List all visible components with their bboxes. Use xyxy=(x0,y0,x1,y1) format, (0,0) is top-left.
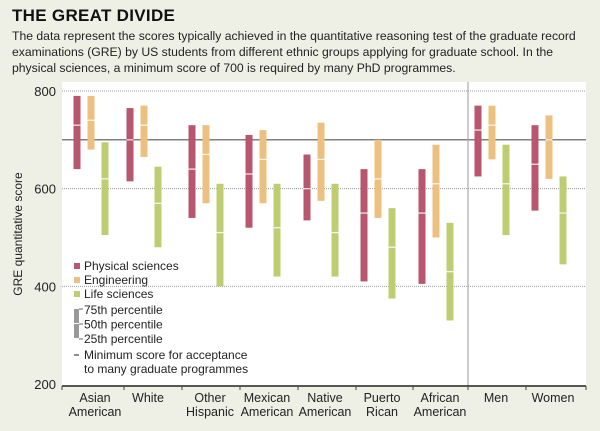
x-tick-label: Men xyxy=(484,391,508,405)
bar-upper-quartile xyxy=(126,108,134,140)
x-tick-label: White xyxy=(132,391,164,405)
legend-percentile-lower xyxy=(74,324,79,338)
bar-upper-quartile xyxy=(245,134,253,175)
bar-upper-quartile xyxy=(273,183,281,228)
legend-swatch xyxy=(74,263,80,269)
bar-upper-quartile xyxy=(202,125,210,155)
bar-lower-quartile xyxy=(273,227,281,277)
y-tick-label: 600 xyxy=(34,182,56,197)
y-tick-label: 800 xyxy=(34,84,56,99)
x-tick-label: Puerto xyxy=(364,391,401,405)
legend-percentile-upper xyxy=(74,309,79,323)
bar-lower-quartile xyxy=(388,247,396,299)
legend-percentile-label: 50th percentile xyxy=(84,318,163,332)
x-tick-label: Mexican xyxy=(244,391,291,405)
chart-subtitle: The data represent the scores typically … xyxy=(12,29,576,75)
bar-upper-quartile xyxy=(154,166,162,204)
bar-upper-quartile xyxy=(259,130,267,160)
bar-upper-quartile xyxy=(73,95,81,126)
bar-lower-quartile xyxy=(259,159,267,204)
x-tick-label: Women xyxy=(532,391,575,405)
bar-upper-quartile xyxy=(101,142,109,179)
bar-lower-quartile xyxy=(87,120,95,150)
bar-lower-quartile xyxy=(317,159,325,201)
bar-upper-quartile xyxy=(418,169,426,214)
legend-minimum-label: to many graduate programmes xyxy=(84,362,248,376)
bar-lower-quartile xyxy=(202,154,210,204)
x-tick-label: American xyxy=(299,405,352,419)
bar-upper-quartile xyxy=(317,122,325,160)
bar-upper-quartile xyxy=(360,169,368,214)
x-tick-label: American xyxy=(414,405,467,419)
legend-label: Engineering xyxy=(84,273,148,287)
bar-upper-quartile xyxy=(432,144,440,184)
legend-percentile-label: 25th percentile xyxy=(84,332,163,346)
legend-swatch xyxy=(74,291,80,297)
legend-percentile-label: 75th percentile xyxy=(84,303,163,317)
bar-lower-quartile xyxy=(559,213,567,265)
bar-upper-quartile xyxy=(140,105,148,126)
y-tick-label: 400 xyxy=(34,279,56,294)
bar-lower-quartile xyxy=(188,169,196,218)
bar-lower-quartile xyxy=(488,125,496,160)
legend-swatch xyxy=(74,277,80,283)
bar-lower-quartile xyxy=(418,213,426,284)
bar-lower-quartile xyxy=(502,183,510,236)
bar-lower-quartile xyxy=(446,271,454,321)
legend-label: Life sciences xyxy=(84,287,153,301)
x-tick-label: American xyxy=(241,405,294,419)
bar-upper-quartile xyxy=(374,139,382,179)
bar-upper-quartile xyxy=(488,105,496,126)
bar-lower-quartile xyxy=(101,178,109,236)
y-axis-label: GRE quantitative score xyxy=(11,172,25,296)
bar-upper-quartile xyxy=(545,115,553,140)
x-tick-label: Native xyxy=(307,391,342,405)
x-tick-label: African xyxy=(421,391,460,405)
bar-upper-quartile xyxy=(559,176,567,214)
x-tick-label: Other xyxy=(194,391,225,405)
bar-lower-quartile xyxy=(331,232,339,277)
bar-lower-quartile xyxy=(154,203,162,248)
bar-upper-quartile xyxy=(87,95,95,121)
bar-lower-quartile xyxy=(374,178,382,218)
bar-lower-quartile xyxy=(245,174,253,228)
bar-lower-quartile xyxy=(73,125,81,170)
bar-upper-quartile xyxy=(216,183,224,233)
bar-lower-quartile xyxy=(360,213,368,282)
x-tick-label: Hispanic xyxy=(186,405,234,419)
bar-upper-quartile xyxy=(502,144,510,184)
x-tick-label: American xyxy=(69,405,122,419)
bar-lower-quartile xyxy=(474,130,482,177)
bar-upper-quartile xyxy=(474,105,482,131)
bar-upper-quartile xyxy=(303,154,311,189)
bar-upper-quartile xyxy=(531,125,539,165)
bar-upper-quartile xyxy=(188,125,196,170)
y-tick-label: 200 xyxy=(34,377,56,392)
x-tick-label: Asian xyxy=(79,391,110,405)
bar-upper-quartile xyxy=(331,183,339,233)
x-tick-label: Rican xyxy=(366,405,398,419)
bar-lower-quartile xyxy=(545,139,553,179)
bar-upper-quartile xyxy=(388,208,396,248)
bar-lower-quartile xyxy=(303,188,311,221)
bar-lower-quartile xyxy=(432,183,440,238)
legend-label: Physical sciences xyxy=(84,259,179,273)
chart-title: THE GREAT DIVIDE xyxy=(12,6,176,25)
bar-lower-quartile xyxy=(140,125,148,157)
bar-upper-quartile xyxy=(446,222,454,272)
legend-minimum-label: Minimum score for acceptance xyxy=(84,348,248,362)
bar-lower-quartile xyxy=(531,164,539,211)
bar-lower-quartile xyxy=(216,232,224,287)
bar-lower-quartile xyxy=(126,139,134,182)
